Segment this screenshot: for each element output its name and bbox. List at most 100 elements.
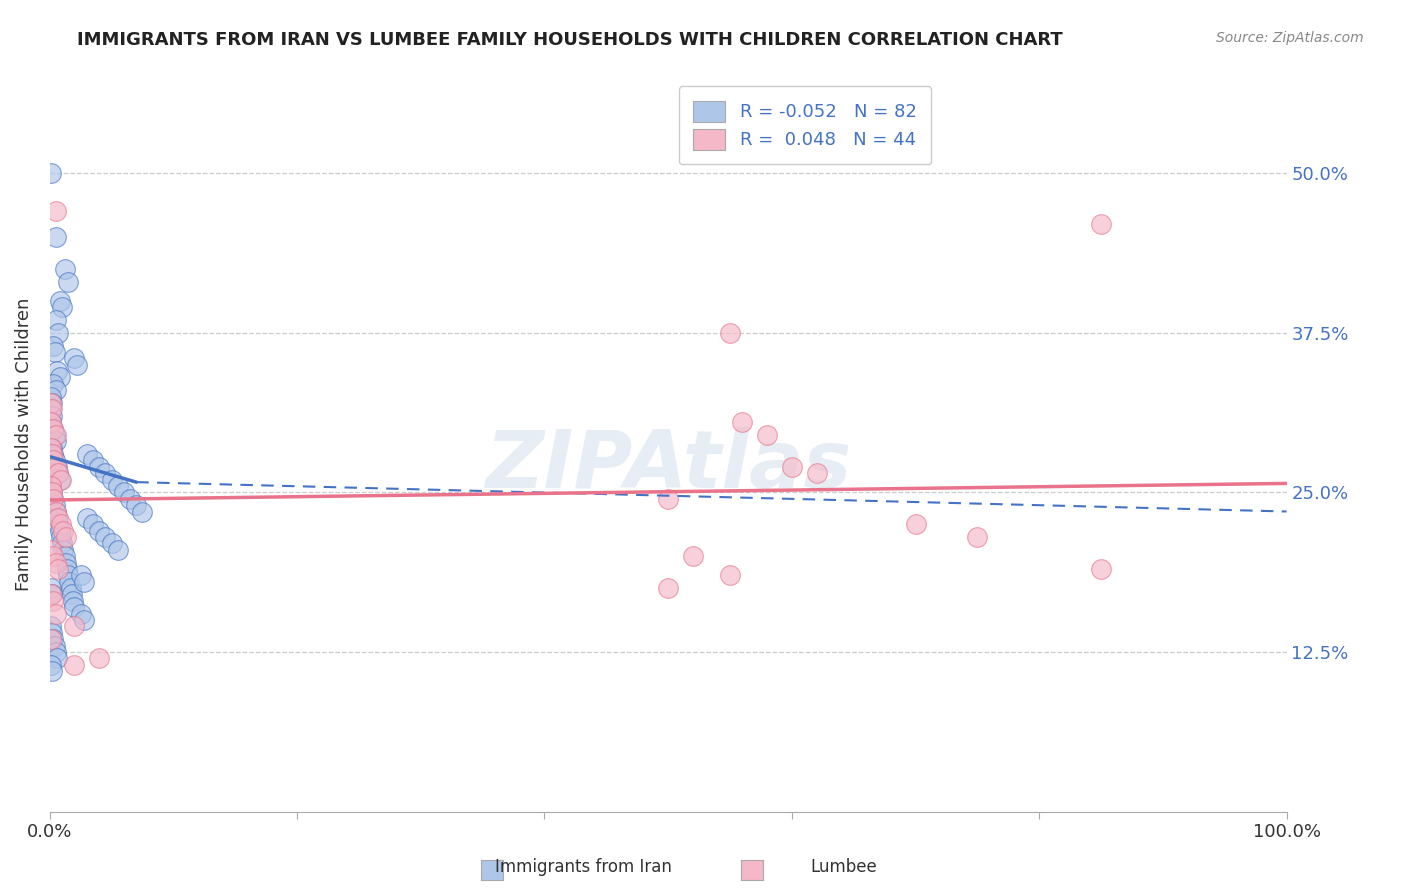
Point xyxy=(82,453,104,467)
Point xyxy=(731,415,754,429)
Point xyxy=(45,230,67,244)
Point xyxy=(46,364,69,378)
Point xyxy=(48,524,70,538)
Point xyxy=(39,402,62,417)
Point xyxy=(107,479,129,493)
Point xyxy=(39,542,62,557)
Point xyxy=(63,619,86,633)
Point xyxy=(41,485,63,500)
Point xyxy=(51,536,73,550)
Point xyxy=(44,428,66,442)
Point xyxy=(62,594,84,608)
Point xyxy=(58,574,80,589)
Point xyxy=(39,396,62,410)
Point xyxy=(44,453,66,467)
Point xyxy=(46,466,69,480)
Point xyxy=(55,530,77,544)
Point xyxy=(39,415,62,429)
Point xyxy=(53,549,76,564)
Point xyxy=(42,491,65,506)
Point xyxy=(42,453,65,467)
Point xyxy=(718,568,741,582)
Point xyxy=(100,473,122,487)
Point xyxy=(46,517,69,532)
Point xyxy=(48,473,70,487)
Point xyxy=(73,574,96,589)
Point xyxy=(76,447,98,461)
Point xyxy=(41,441,63,455)
Point xyxy=(39,657,62,672)
Point xyxy=(46,326,69,340)
Point xyxy=(52,542,75,557)
Point xyxy=(51,300,73,314)
Point xyxy=(48,293,70,308)
Point xyxy=(44,639,66,653)
Point xyxy=(657,491,679,506)
Point xyxy=(63,351,86,366)
Point xyxy=(63,657,86,672)
Point xyxy=(45,428,67,442)
Point xyxy=(46,511,69,525)
Point xyxy=(45,645,67,659)
Point xyxy=(45,504,67,518)
Point xyxy=(53,261,76,276)
Point xyxy=(41,625,63,640)
Point xyxy=(39,619,62,633)
Point xyxy=(56,562,79,576)
Point xyxy=(112,485,135,500)
Point xyxy=(45,434,67,449)
Point xyxy=(966,530,988,544)
Point xyxy=(39,587,62,601)
Point xyxy=(46,651,69,665)
Point xyxy=(94,530,117,544)
Text: IMMIGRANTS FROM IRAN VS LUMBEE FAMILY HOUSEHOLDS WITH CHILDREN CORRELATION CHART: IMMIGRANTS FROM IRAN VS LUMBEE FAMILY HO… xyxy=(77,31,1063,49)
Point xyxy=(39,479,62,493)
Point xyxy=(45,504,67,518)
Point xyxy=(66,358,89,372)
Point xyxy=(44,498,66,512)
Point xyxy=(41,447,63,461)
Point xyxy=(131,504,153,518)
Point xyxy=(41,485,63,500)
Point xyxy=(682,549,704,564)
Point xyxy=(39,441,62,455)
Point xyxy=(46,562,69,576)
Point xyxy=(48,370,70,384)
Point xyxy=(780,459,803,474)
Point xyxy=(39,632,62,647)
Point xyxy=(89,651,111,665)
Point xyxy=(46,511,69,525)
Point xyxy=(44,345,66,359)
Text: Lumbee: Lumbee xyxy=(810,858,877,876)
Point xyxy=(41,587,63,601)
Point xyxy=(76,511,98,525)
Point xyxy=(89,459,111,474)
Point xyxy=(1090,217,1112,231)
Point xyxy=(42,594,65,608)
Point xyxy=(94,466,117,480)
Point xyxy=(69,568,91,582)
Point xyxy=(45,383,67,397)
Point xyxy=(52,524,75,538)
Point xyxy=(45,556,67,570)
Point xyxy=(39,390,62,404)
Point xyxy=(45,204,67,219)
Point xyxy=(46,466,69,480)
Point xyxy=(42,549,65,564)
Point xyxy=(42,447,65,461)
Point xyxy=(49,517,72,532)
Point xyxy=(55,556,77,570)
Point xyxy=(42,421,65,435)
Point xyxy=(100,536,122,550)
Point xyxy=(657,581,679,595)
Legend: R = -0.052   N = 82, R =  0.048   N = 44: R = -0.052 N = 82, R = 0.048 N = 44 xyxy=(679,87,931,164)
Point xyxy=(45,459,67,474)
Point xyxy=(41,664,63,678)
Point xyxy=(49,473,72,487)
Point xyxy=(42,338,65,352)
Point xyxy=(45,607,67,621)
Y-axis label: Family Households with Children: Family Households with Children xyxy=(15,298,32,591)
Point xyxy=(42,491,65,506)
Text: Source: ZipAtlas.com: Source: ZipAtlas.com xyxy=(1216,31,1364,45)
Point xyxy=(1090,562,1112,576)
